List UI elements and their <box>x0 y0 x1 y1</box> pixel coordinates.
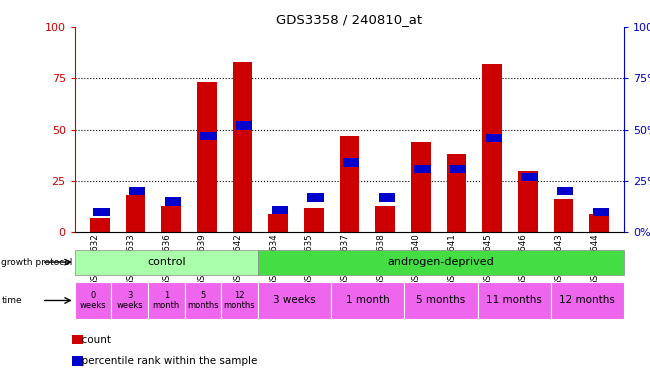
Text: 1 month: 1 month <box>346 295 389 306</box>
Bar <box>307 193 324 202</box>
Bar <box>518 170 538 232</box>
Text: 0
weeks: 0 weeks <box>80 291 107 310</box>
Bar <box>90 218 109 232</box>
Bar <box>111 282 148 319</box>
Text: control: control <box>147 257 186 267</box>
Bar <box>165 197 181 205</box>
Bar <box>590 214 609 232</box>
Bar <box>482 64 502 232</box>
Text: 1
month: 1 month <box>153 291 180 310</box>
Text: androgen-deprived: androgen-deprived <box>387 257 494 267</box>
Bar <box>404 282 478 319</box>
Bar <box>161 205 181 232</box>
Text: 5
months: 5 months <box>187 291 218 310</box>
Bar <box>478 282 551 319</box>
Bar <box>304 208 324 232</box>
Bar <box>557 187 573 195</box>
Bar <box>379 193 395 202</box>
Bar <box>486 134 502 142</box>
Bar <box>129 187 145 195</box>
Text: time: time <box>1 296 22 305</box>
Bar <box>197 82 216 232</box>
Text: 3 weeks: 3 weeks <box>273 295 316 306</box>
Bar <box>200 132 216 140</box>
Bar <box>272 205 288 214</box>
Bar <box>125 195 145 232</box>
Bar <box>258 250 624 275</box>
Text: 5 months: 5 months <box>416 295 465 306</box>
Bar <box>593 208 609 216</box>
Bar <box>521 173 538 181</box>
Bar <box>236 121 252 129</box>
Title: GDS3358 / 240810_at: GDS3358 / 240810_at <box>276 13 422 26</box>
Bar <box>447 154 466 232</box>
Text: 11 months: 11 months <box>486 295 542 306</box>
Text: growth protocol: growth protocol <box>1 258 73 266</box>
Bar <box>554 199 573 232</box>
Bar <box>268 214 288 232</box>
Bar <box>375 205 395 232</box>
Bar <box>94 208 109 216</box>
Bar <box>75 250 258 275</box>
Bar <box>185 282 221 319</box>
Text: 12 months: 12 months <box>560 295 616 306</box>
Bar <box>343 158 359 167</box>
Bar <box>339 136 359 232</box>
Bar <box>258 282 331 319</box>
Text: 12
months: 12 months <box>224 291 255 310</box>
Bar <box>331 282 404 319</box>
Bar <box>551 282 624 319</box>
Text: percentile rank within the sample: percentile rank within the sample <box>75 356 257 366</box>
Bar <box>411 142 430 232</box>
Text: 3
weeks: 3 weeks <box>116 291 143 310</box>
Bar <box>148 282 185 319</box>
Bar <box>75 282 111 319</box>
Bar <box>233 62 252 232</box>
Bar <box>415 164 430 173</box>
Bar <box>221 282 258 319</box>
Text: count: count <box>75 335 110 345</box>
Bar <box>450 164 466 173</box>
